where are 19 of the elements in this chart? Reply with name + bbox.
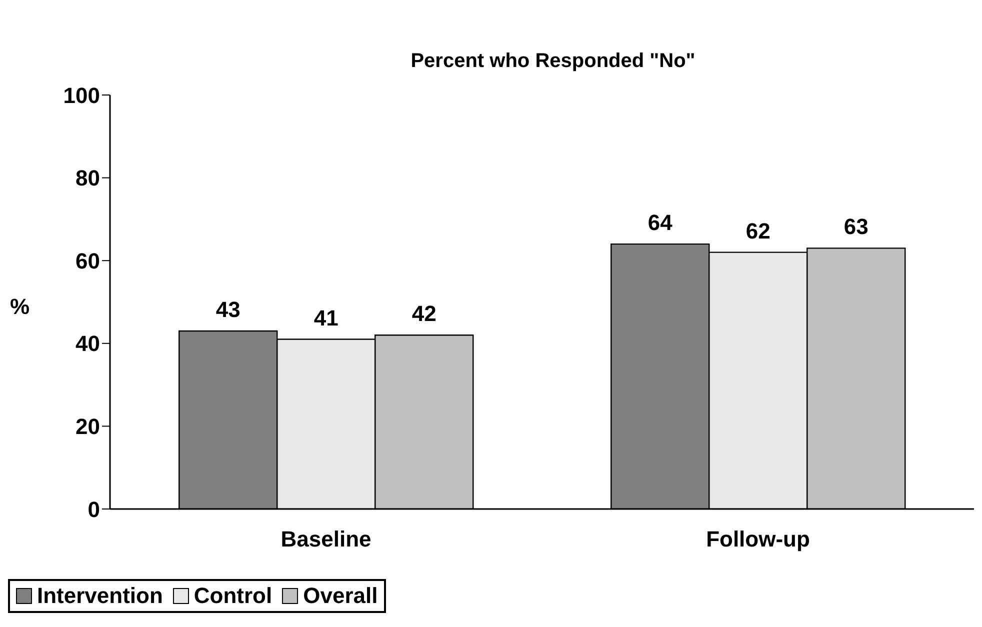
legend-label: Overall (302, 583, 378, 609)
y-tick-label: 80 (76, 166, 100, 191)
data-label: 64 (648, 210, 674, 236)
x-tick-label: Follow-up (706, 526, 810, 552)
legend-label: Intervention (36, 583, 163, 609)
y-tick-label: 20 (76, 414, 100, 440)
y-axis-title: % (10, 294, 30, 320)
data-label: 43 (216, 296, 240, 322)
y-tick-label: 60 (76, 248, 100, 274)
data-label: 63 (844, 214, 868, 240)
y-tick-label: 0 (88, 496, 100, 522)
legend-label: Control (192, 583, 272, 609)
y-tick-label: 40 (76, 331, 100, 356)
chart-title: Percent who Responded "No" (410, 50, 696, 73)
data-label: 41 (314, 305, 338, 330)
x-tick-label: Baseline (280, 526, 372, 552)
data-label: 42 (412, 301, 436, 326)
y-tick-label: 100 (63, 82, 100, 108)
data-label: 62 (746, 218, 770, 244)
